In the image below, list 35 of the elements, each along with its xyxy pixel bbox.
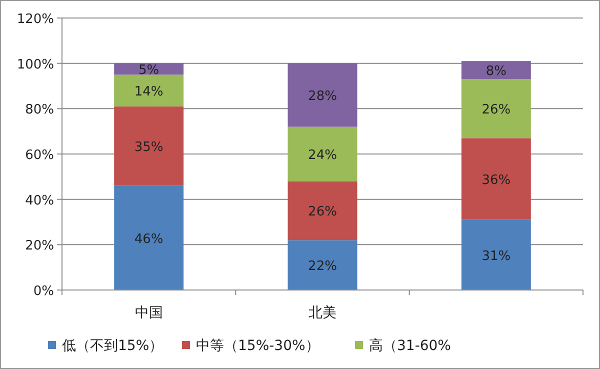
data-label: 8% [486, 64, 506, 80]
data-label: 14% [134, 84, 164, 100]
y-tick-label: 80% [25, 102, 54, 118]
data-label: 26% [308, 204, 337, 220]
bar [461, 220, 531, 290]
x-tick-label: 中国 [134, 305, 163, 321]
data-label: 22% [308, 259, 337, 274]
data-label: 26% [482, 102, 511, 118]
data-label: 35% [134, 140, 164, 156]
bar [288, 240, 358, 290]
legend-label: 高（31-60% [369, 338, 451, 354]
legend-label: 中等（15%-30%） [196, 338, 320, 354]
data-label: 46% [134, 232, 164, 247]
data-label: 36% [482, 172, 511, 188]
y-tick-label: 100% [16, 57, 54, 72]
legend-label: 低（不到15%） [62, 338, 164, 354]
bar [288, 181, 358, 240]
bar [461, 79, 531, 138]
data-label: 5% [138, 63, 160, 78]
x-tick-label: 北美 [308, 305, 336, 321]
y-tick-label: 120% [16, 12, 54, 27]
bar [461, 138, 531, 220]
data-label: 31% [482, 248, 511, 264]
bar [114, 74, 184, 106]
bar [114, 106, 184, 186]
data-label: 28% [308, 89, 337, 104]
bar [288, 126, 358, 182]
y-tick-label: 40% [25, 193, 54, 208]
bar [288, 63, 358, 127]
bar [461, 61, 531, 80]
y-tick-label: 20% [25, 238, 54, 254]
data-label: 24% [308, 148, 337, 163]
y-tick-label: 60% [25, 148, 54, 163]
y-tick-label: 0% [33, 284, 54, 299]
bar [114, 186, 184, 290]
